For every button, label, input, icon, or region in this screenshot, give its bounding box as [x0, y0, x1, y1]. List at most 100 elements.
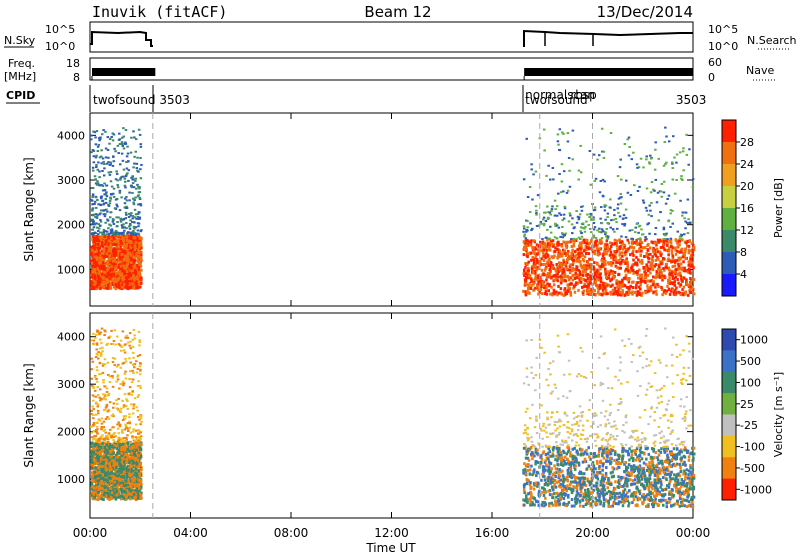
data-cell [586, 285, 589, 288]
data-cell [614, 239, 617, 242]
data-cell [107, 273, 110, 276]
data-cell [606, 270, 609, 273]
data-cell [624, 143, 627, 145]
data-cell [92, 220, 95, 222]
data-cell [691, 222, 694, 224]
data-cell [667, 253, 670, 256]
data-cell [140, 257, 143, 260]
data-cell [98, 261, 101, 264]
data-cell [667, 281, 670, 284]
data-cell [674, 247, 677, 250]
data-cell [131, 192, 134, 194]
data-cell [621, 279, 624, 282]
data-cell [116, 485, 119, 488]
data-cell [121, 141, 124, 143]
data-cell [646, 284, 649, 287]
data-cell [109, 216, 112, 218]
data-cell [525, 293, 528, 296]
data-cell [549, 226, 552, 228]
y-tick-label: 3000 [57, 378, 85, 391]
data-cell [566, 192, 569, 194]
data-cell [675, 239, 678, 242]
data-cell [110, 193, 113, 195]
data-cell [634, 291, 637, 294]
data-cell [672, 265, 675, 268]
data-cell [675, 253, 678, 256]
data-cell [635, 284, 638, 287]
data-cell [107, 220, 110, 222]
data-cell [569, 271, 572, 274]
data-cell [525, 244, 528, 247]
data-cell [123, 147, 126, 149]
data-cell [583, 264, 586, 267]
data-cell [112, 165, 115, 167]
data-cell [565, 279, 568, 282]
data-cell [589, 274, 592, 277]
data-cell [579, 230, 582, 232]
data-cell [618, 198, 621, 200]
data-cell [551, 242, 554, 245]
data-cell [557, 133, 560, 135]
data-cell [122, 145, 125, 147]
data-cell [574, 291, 577, 294]
data-cell [553, 292, 556, 295]
data-cell [596, 262, 599, 265]
data-cell [557, 144, 560, 146]
data-cell [115, 267, 118, 270]
data-cell [133, 279, 136, 282]
data-cell [529, 222, 532, 224]
data-cell [631, 281, 634, 284]
data-cell [127, 153, 130, 155]
data-cell [95, 164, 98, 166]
data-cell [97, 203, 100, 205]
data-cell [530, 168, 533, 170]
data-cell [536, 285, 539, 288]
data-cell [113, 223, 116, 225]
data-cell [95, 262, 98, 265]
data-cell [537, 249, 540, 252]
data-cell [100, 196, 103, 198]
data-cell [632, 152, 635, 154]
data-cell [600, 239, 603, 242]
data-cell [595, 237, 598, 239]
data-cell [102, 157, 105, 159]
data-cell [625, 250, 628, 253]
data-cell [93, 161, 96, 163]
data-cell [133, 286, 136, 289]
data-cell [682, 255, 685, 258]
data-cell [613, 209, 616, 211]
data-cell [560, 263, 563, 266]
data-cell [128, 199, 131, 201]
data-cell [638, 225, 641, 227]
data-cell [108, 280, 111, 283]
data-cell [134, 236, 137, 239]
data-cell [113, 273, 116, 276]
data-cell [137, 233, 140, 235]
data-cell [600, 265, 603, 268]
data-cell [543, 217, 546, 219]
data-cell [583, 241, 586, 244]
data-cell [570, 238, 573, 240]
data-cell [561, 163, 564, 165]
data-cell [102, 482, 105, 485]
data-cell [600, 280, 603, 283]
data-cell [671, 281, 674, 284]
data-cell [620, 236, 623, 238]
data-cell [110, 448, 113, 451]
data-cell [689, 277, 692, 280]
data-cell [130, 137, 133, 139]
data-cell [580, 245, 583, 248]
nsearch-trace [523, 31, 693, 46]
data-cell [604, 209, 607, 211]
data-cell [665, 266, 668, 269]
data-cell [577, 179, 580, 181]
data-cell [95, 196, 98, 198]
data-cell [631, 266, 634, 269]
data-cell [119, 192, 122, 194]
data-cell [100, 256, 103, 259]
data-cell [572, 274, 575, 277]
data-cell [635, 227, 638, 229]
data-cell [113, 456, 116, 459]
data-cell [107, 495, 110, 498]
data-cell [125, 175, 128, 177]
